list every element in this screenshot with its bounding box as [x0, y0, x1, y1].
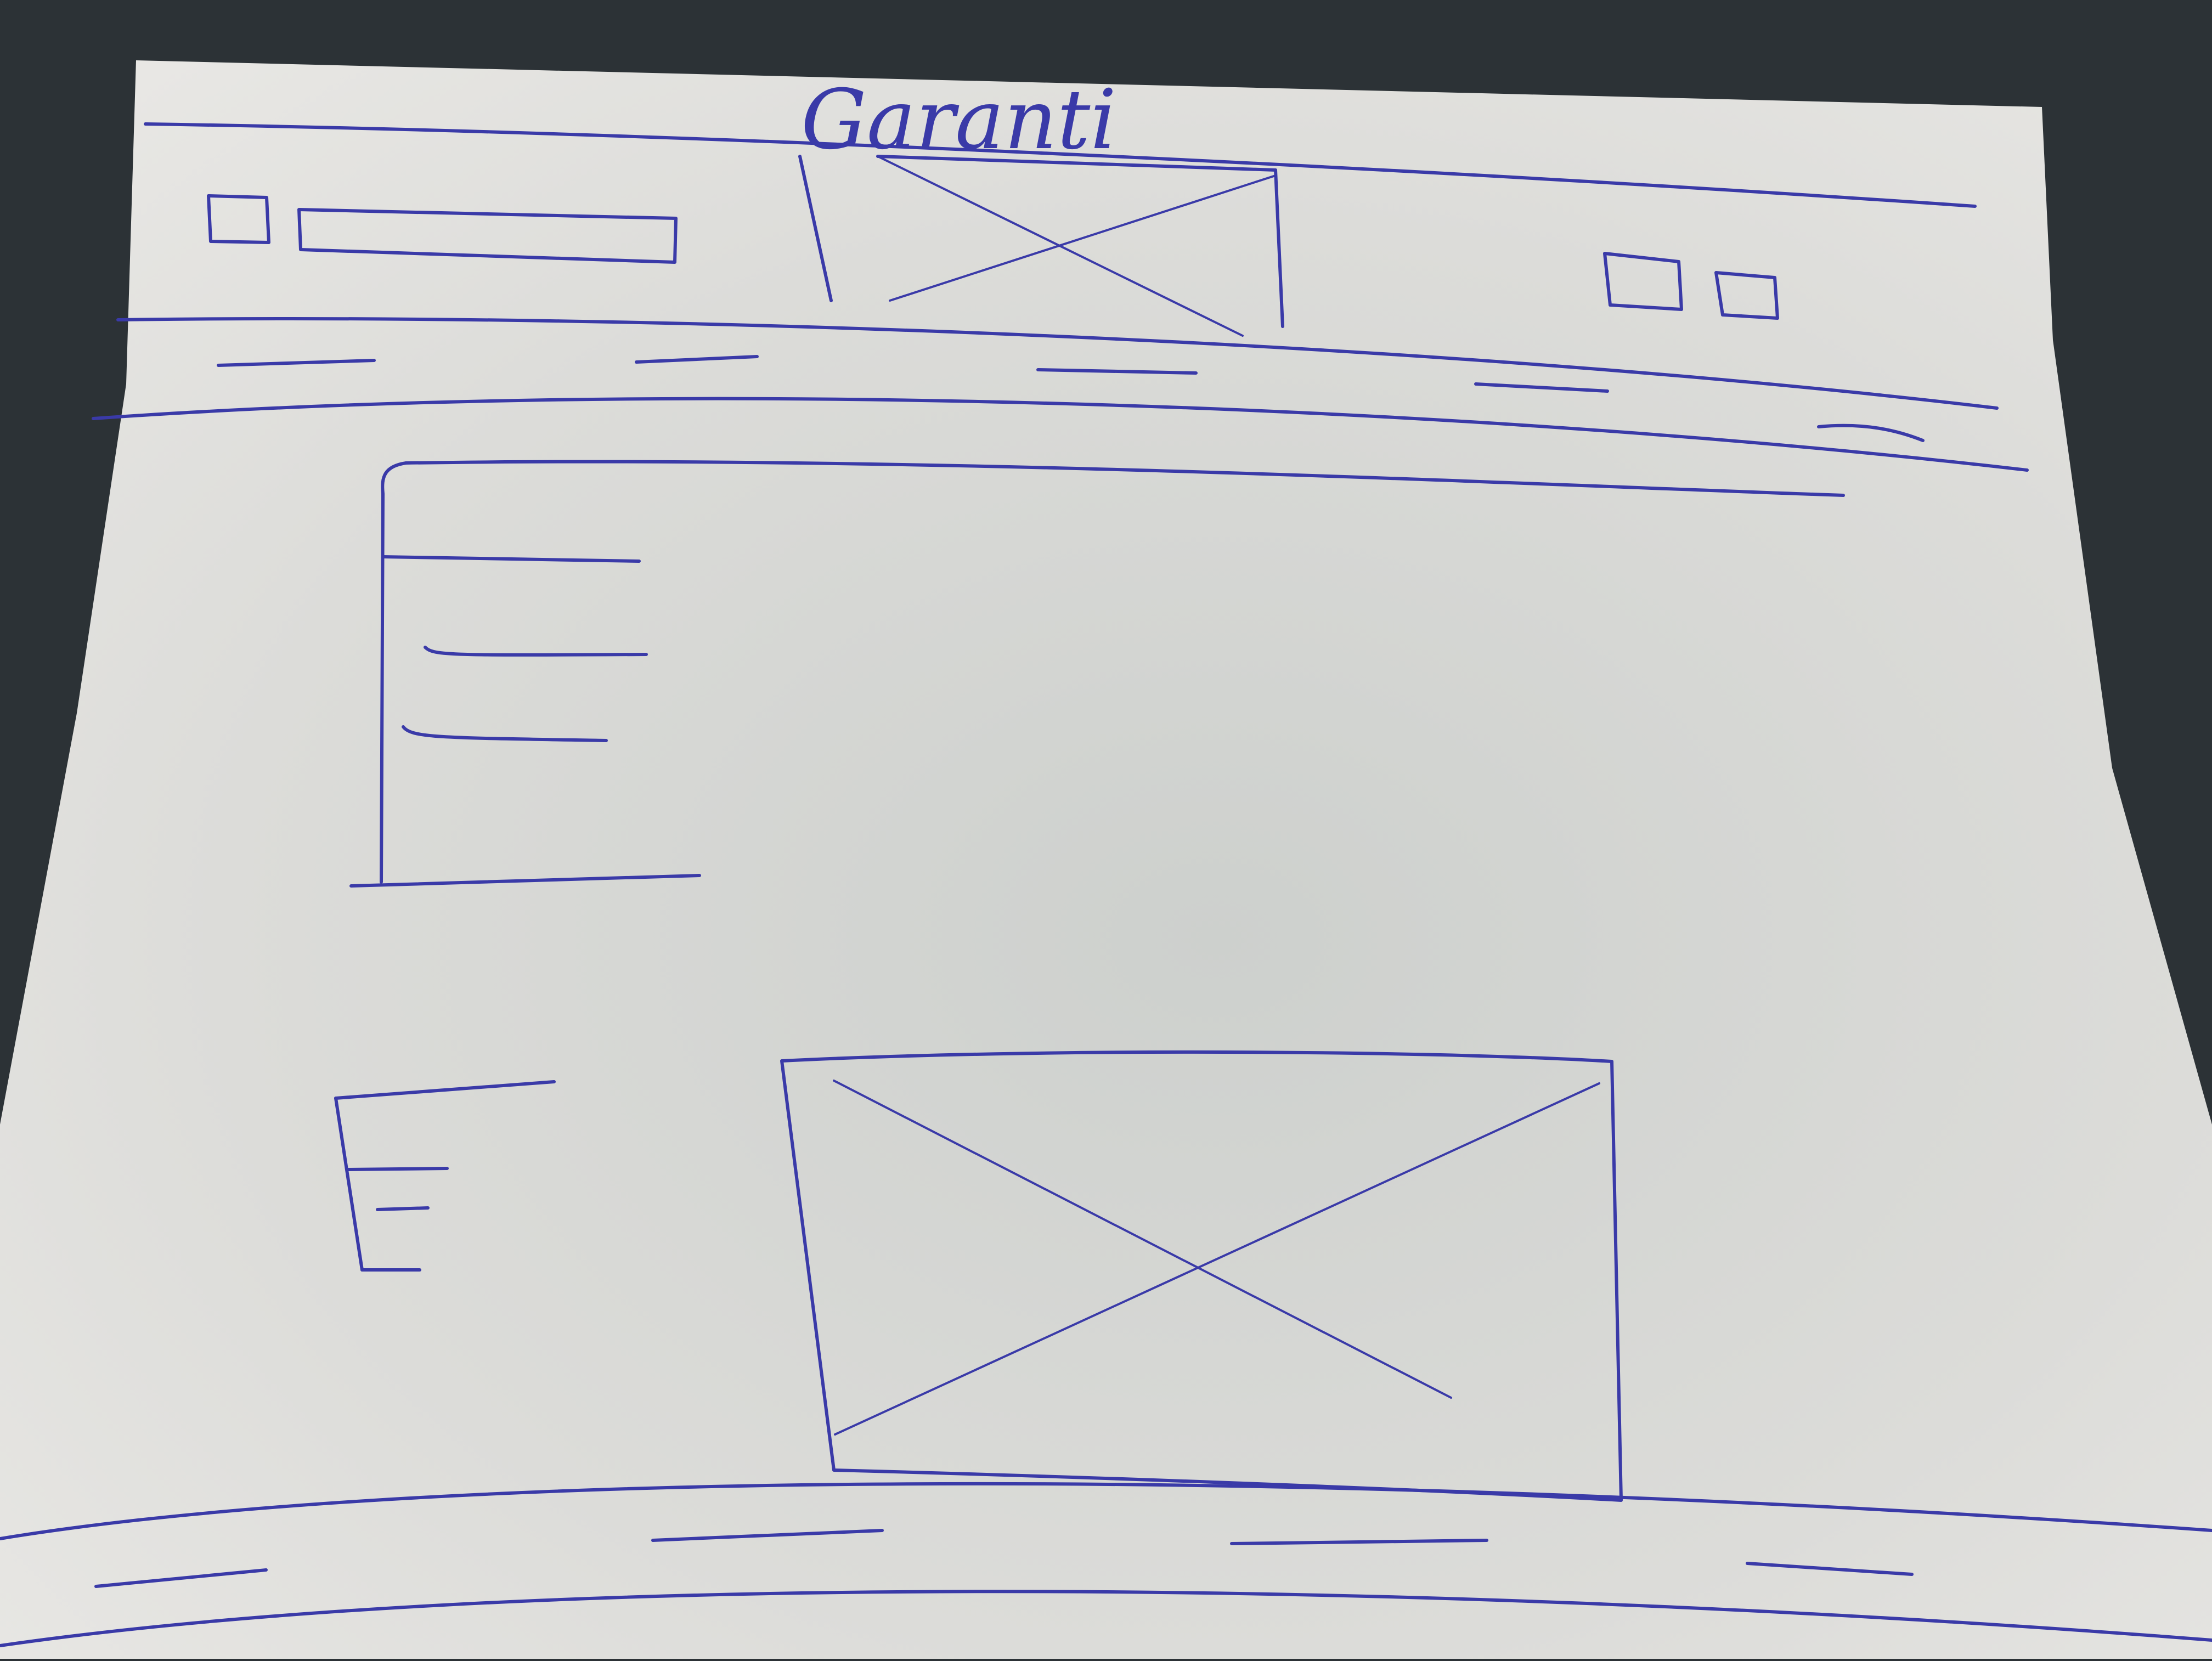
footer-link-1 — [94, 1568, 268, 1588]
small-list-left — [334, 1097, 364, 1272]
header-action-box-2 — [1714, 271, 1779, 320]
small-list-line-2 — [376, 1206, 430, 1211]
content-panel-left — [380, 461, 408, 884]
main-image-frame — [780, 1050, 1623, 1502]
paper-sheet — [0, 60, 2212, 1659]
nav-link-4 — [1474, 382, 1609, 393]
header-top-rule — [144, 122, 1977, 208]
footer-link-4 — [1746, 1562, 1914, 1576]
nav-link-1 — [217, 359, 376, 367]
nav-link-5 — [1817, 423, 1925, 442]
nav-link-3 — [1036, 368, 1198, 375]
content-panel-line-3 — [402, 725, 608, 742]
content-panel-line-2 — [424, 646, 648, 657]
small-list-top — [334, 1080, 556, 1100]
footer-bottom-rule — [0, 1590, 2212, 1647]
logo-top-edge — [876, 155, 1277, 172]
footer-link-2 — [651, 1529, 884, 1542]
main-image-cross-b — [834, 1082, 1600, 1436]
small-list-line-1 — [345, 1167, 449, 1171]
header-action-box-1 — [1603, 252, 1683, 311]
header-icon-box — [207, 194, 270, 244]
main-image-cross-a — [833, 1080, 1452, 1399]
footer-top-rule — [0, 1482, 2212, 1540]
logo-cross-b — [889, 174, 1277, 302]
content-panel-top — [404, 460, 1845, 497]
nav-link-2 — [635, 355, 759, 364]
logo-left-edge — [798, 155, 833, 302]
content-panel-bottom — [349, 874, 701, 888]
header-bottom-rule — [116, 317, 1999, 410]
page-title: Garanti — [801, 72, 1116, 168]
header-search-bar — [297, 208, 678, 264]
content-panel-line-1 — [381, 555, 641, 563]
nav-bottom-rule — [92, 397, 2029, 472]
footer-link-3 — [1230, 1539, 1488, 1545]
logo-right-edge — [1274, 168, 1284, 328]
